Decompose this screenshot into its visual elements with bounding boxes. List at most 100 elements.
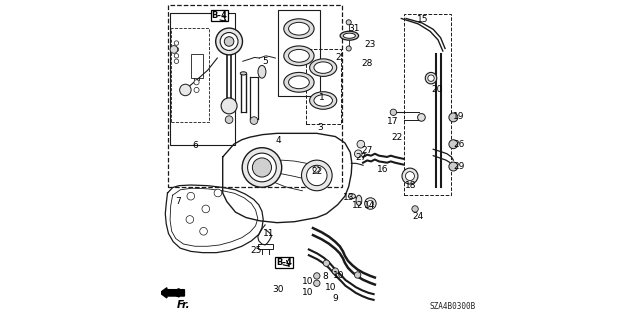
Text: 22: 22 xyxy=(311,167,323,176)
Text: 22: 22 xyxy=(392,133,403,142)
Text: 15: 15 xyxy=(417,15,428,24)
Text: 16: 16 xyxy=(378,165,389,174)
Text: SZA4B0300B: SZA4B0300B xyxy=(429,302,476,311)
Text: 1: 1 xyxy=(319,93,324,102)
Text: Fr.: Fr. xyxy=(177,300,190,310)
Bar xyxy=(170,13,236,145)
Text: 14: 14 xyxy=(364,201,375,210)
Circle shape xyxy=(449,113,458,122)
Circle shape xyxy=(242,148,282,187)
FancyArrow shape xyxy=(160,288,184,298)
Circle shape xyxy=(224,37,234,46)
Text: 8: 8 xyxy=(323,272,328,281)
Circle shape xyxy=(365,198,376,209)
Text: 2: 2 xyxy=(336,53,341,62)
Text: 10: 10 xyxy=(302,277,314,286)
Ellipse shape xyxy=(289,76,309,89)
Text: 27: 27 xyxy=(362,146,373,155)
Circle shape xyxy=(225,116,233,123)
Circle shape xyxy=(355,150,362,158)
Circle shape xyxy=(390,109,397,115)
Ellipse shape xyxy=(340,31,358,40)
Text: 23: 23 xyxy=(365,40,376,48)
Text: 19: 19 xyxy=(453,112,465,121)
Text: 30: 30 xyxy=(272,285,284,294)
Circle shape xyxy=(170,46,178,53)
Text: 10: 10 xyxy=(302,288,314,297)
Text: 5: 5 xyxy=(262,57,268,66)
Circle shape xyxy=(186,216,194,223)
Ellipse shape xyxy=(343,33,355,38)
Text: 13: 13 xyxy=(343,193,355,202)
Circle shape xyxy=(449,140,458,149)
Ellipse shape xyxy=(314,62,332,73)
Circle shape xyxy=(406,172,415,181)
Circle shape xyxy=(220,33,238,50)
Text: 10: 10 xyxy=(324,283,336,292)
Circle shape xyxy=(301,160,332,191)
Circle shape xyxy=(216,28,243,55)
Circle shape xyxy=(200,227,207,235)
Circle shape xyxy=(418,114,425,121)
Text: 25: 25 xyxy=(250,246,261,255)
Text: 17: 17 xyxy=(387,117,399,126)
Bar xyxy=(191,54,203,78)
Ellipse shape xyxy=(348,194,355,199)
Ellipse shape xyxy=(314,95,332,106)
Ellipse shape xyxy=(310,92,337,109)
Circle shape xyxy=(180,84,191,96)
Text: 6: 6 xyxy=(192,141,198,150)
Bar xyxy=(404,14,451,195)
Circle shape xyxy=(357,140,365,148)
Text: 7: 7 xyxy=(175,197,181,206)
Ellipse shape xyxy=(284,72,314,92)
Ellipse shape xyxy=(289,49,309,62)
Circle shape xyxy=(174,41,179,45)
Ellipse shape xyxy=(284,46,314,66)
Bar xyxy=(306,49,340,124)
Circle shape xyxy=(187,192,195,200)
Circle shape xyxy=(174,47,179,52)
Text: B-4: B-4 xyxy=(276,258,292,267)
Circle shape xyxy=(214,189,221,197)
Circle shape xyxy=(428,75,434,81)
Circle shape xyxy=(346,20,351,25)
Text: B-4: B-4 xyxy=(212,11,227,20)
Circle shape xyxy=(194,80,199,85)
Circle shape xyxy=(323,260,330,266)
Circle shape xyxy=(355,272,361,278)
Text: 27: 27 xyxy=(355,153,367,162)
Circle shape xyxy=(174,54,179,58)
Circle shape xyxy=(402,168,418,184)
Circle shape xyxy=(202,205,210,213)
Text: 11: 11 xyxy=(263,229,275,238)
Circle shape xyxy=(174,59,179,63)
Ellipse shape xyxy=(356,195,362,205)
Text: 10: 10 xyxy=(333,271,344,280)
Circle shape xyxy=(449,162,458,171)
Circle shape xyxy=(307,165,327,186)
Text: 29: 29 xyxy=(453,162,465,171)
Circle shape xyxy=(313,166,319,172)
Circle shape xyxy=(314,273,320,279)
Text: 3: 3 xyxy=(317,123,323,132)
Text: 24: 24 xyxy=(413,212,424,221)
Bar xyxy=(172,28,209,122)
Bar xyxy=(258,244,273,249)
Circle shape xyxy=(314,280,320,286)
Text: 31: 31 xyxy=(349,24,360,33)
Ellipse shape xyxy=(240,72,246,75)
Ellipse shape xyxy=(284,19,314,39)
Text: 4: 4 xyxy=(276,137,282,145)
Circle shape xyxy=(194,87,199,93)
Text: 18: 18 xyxy=(405,181,417,190)
Circle shape xyxy=(248,153,276,182)
Bar xyxy=(278,10,320,96)
Circle shape xyxy=(221,98,237,114)
Bar xyxy=(168,5,342,187)
Text: 12: 12 xyxy=(352,201,364,210)
Circle shape xyxy=(412,206,419,212)
Text: 9: 9 xyxy=(332,294,338,303)
Circle shape xyxy=(250,117,258,124)
Circle shape xyxy=(332,268,339,274)
